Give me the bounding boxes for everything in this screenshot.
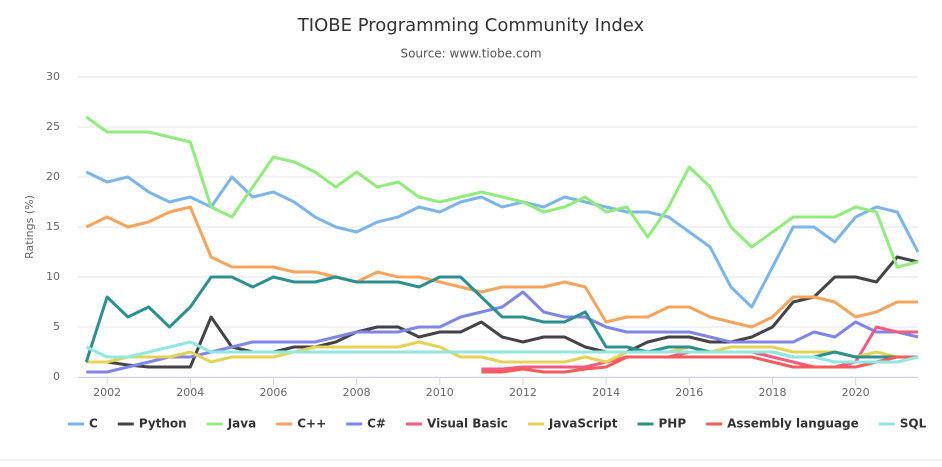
chart-title: TIOBE Programming Community Index xyxy=(297,15,645,36)
legend-label: Assembly language xyxy=(727,417,859,431)
x-tick-label: 2016 xyxy=(675,386,703,399)
legend-label: C xyxy=(89,417,98,431)
legend-item[interactable]: Python xyxy=(117,417,187,431)
legend-item[interactable]: C xyxy=(68,417,98,431)
legend-item[interactable]: Assembly language xyxy=(706,417,859,431)
x-tick-label: 2002 xyxy=(93,386,121,399)
x-tick-label: 2014 xyxy=(592,386,620,399)
legend-item[interactable]: Java xyxy=(206,417,256,431)
y-tick-label: 5 xyxy=(53,320,60,333)
x-tick-label: 2018 xyxy=(758,386,786,399)
legend-item[interactable]: C++ xyxy=(276,417,326,431)
series-line xyxy=(481,355,918,374)
legend-label: C# xyxy=(367,417,386,431)
y-tick-label: 15 xyxy=(46,220,60,233)
series-line xyxy=(85,170,920,309)
series-line xyxy=(85,115,919,269)
x-tick-label: 2006 xyxy=(259,386,287,399)
y-tick-label: 20 xyxy=(46,170,60,183)
x-tick-label: 2020 xyxy=(842,386,870,399)
x-tick-label: 2010 xyxy=(426,386,454,399)
series-line xyxy=(86,255,919,369)
series-line xyxy=(85,205,918,329)
x-tick-label: 2008 xyxy=(343,386,371,399)
series-line xyxy=(85,340,919,364)
legend-label: Java xyxy=(227,417,256,431)
series-line xyxy=(86,290,919,374)
y-tick-label: 10 xyxy=(46,270,60,283)
y-tick-label: 0 xyxy=(53,370,60,383)
legend-item[interactable]: C# xyxy=(346,417,386,431)
legend-item[interactable]: JavaScript xyxy=(527,417,618,431)
legend-item[interactable]: Visual Basic xyxy=(406,417,508,431)
legend-label: SQL xyxy=(900,417,927,431)
legend-label: Visual Basic xyxy=(427,417,508,431)
legend-item[interactable]: PHP xyxy=(637,417,687,431)
legend-label: Python xyxy=(139,417,187,431)
series-line xyxy=(86,340,918,364)
legend-item[interactable]: SQL xyxy=(878,417,927,431)
y-tick-label: 25 xyxy=(46,120,60,133)
legend-label: JavaScript xyxy=(548,417,618,431)
y-axis-title: Ratings (%) xyxy=(23,195,36,259)
y-tick-label: 30 xyxy=(46,70,60,83)
x-tick-label: 2012 xyxy=(509,386,537,399)
legend-label: PHP xyxy=(659,417,687,431)
chart-subtitle: Source: www.tiobe.com xyxy=(400,47,541,61)
x-tick-label: 2004 xyxy=(176,386,204,399)
legend-label: C++ xyxy=(297,417,326,431)
